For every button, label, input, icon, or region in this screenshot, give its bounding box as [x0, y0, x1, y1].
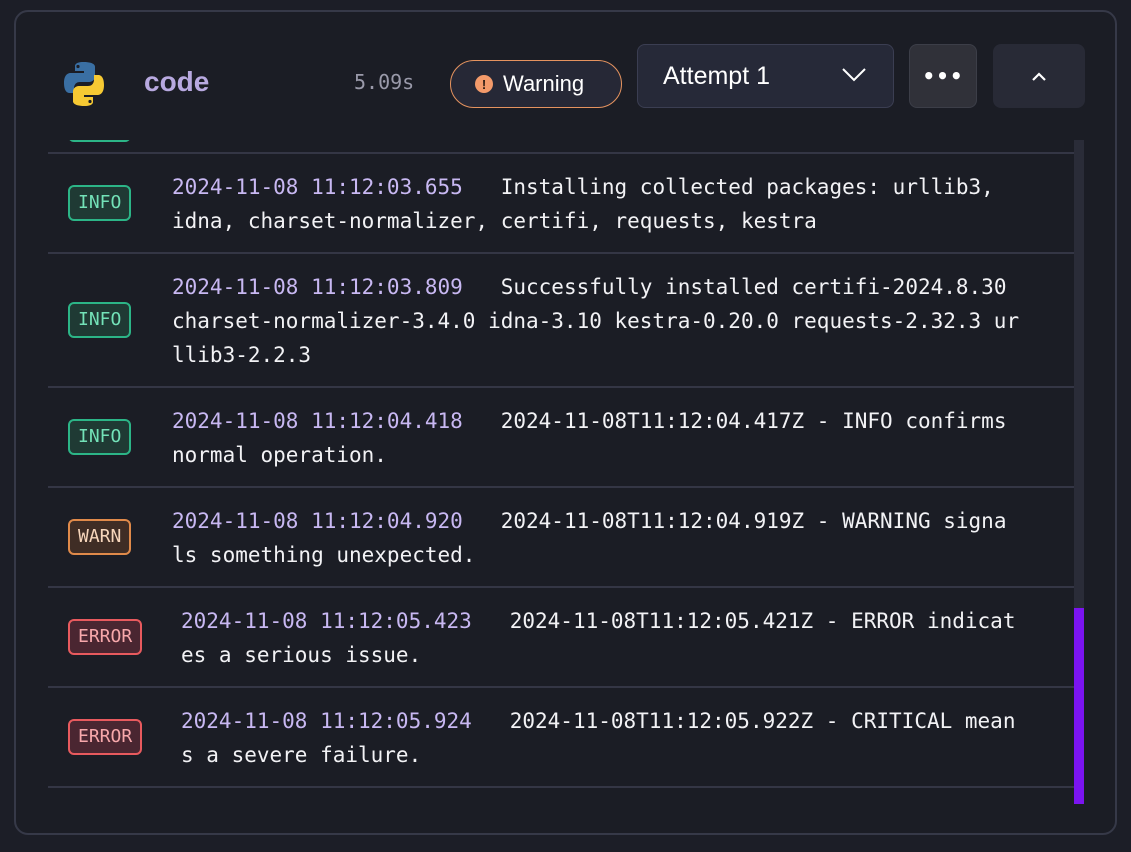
- task-run-panel: code 5.09s ! Warning Attempt 1 ••• INFO l…: [14, 10, 1117, 835]
- log-timestamp: 2024-11-08 11:12:05.423: [181, 609, 472, 633]
- panel-header: code 5.09s ! Warning Attempt 1 •••: [16, 12, 1115, 142]
- log-text: 2024-11-08 11:12:03.655 Installing colle…: [172, 154, 1019, 252]
- more-icon: •••: [922, 64, 964, 88]
- log-row: INFO l (126 kB): [48, 140, 1074, 154]
- log-message: 2024-11-08T11:12:04.417Z - INFO confirms…: [172, 409, 1020, 467]
- log-timestamp: 2024-11-08 11:12:04.418: [172, 409, 463, 433]
- log-level-badge: INFO: [68, 185, 132, 221]
- log-timestamp: 2024-11-08 11:12:05.924: [181, 709, 472, 733]
- log-message: 2024-11-08T11:12:05.922Z - CRITICAL mean…: [181, 709, 1016, 767]
- log-level-badge: ERROR: [68, 619, 143, 655]
- duration: 5.09s: [354, 70, 415, 94]
- log-scroll-content: INFO l (126 kB) INFO 2024-11-08 11:12:03.65…: [48, 140, 1074, 788]
- log-timestamp: 2024-11-08 11:12:04.920: [172, 509, 463, 533]
- log-row: INFO 2024-11-08 11:12:03.655 Installing c…: [48, 154, 1074, 254]
- status-badge: ! Warning: [450, 60, 622, 108]
- log-message: Installing collected packages: urllib3, …: [172, 175, 1007, 233]
- log-message: Successfully installed certifi-2024.8.30…: [172, 275, 1020, 367]
- task-title: code: [144, 66, 210, 97]
- log-level-badge: INFO: [68, 140, 132, 142]
- log-level-badge: ERROR: [68, 719, 143, 755]
- scrollbar[interactable]: [1074, 140, 1084, 804]
- collapse-button[interactable]: [993, 44, 1085, 108]
- status-label: Warning: [503, 71, 585, 96]
- log-level-badge: INFO: [68, 419, 132, 455]
- log-text: l (126 kB): [172, 140, 1019, 152]
- scrollbar-thumb[interactable]: [1074, 608, 1084, 804]
- log-row: ERROR 2024-11-08 11:12:05.924 2024-11-08T…: [48, 688, 1074, 788]
- log-row: WARN 2024-11-08 11:12:04.920 2024-11-08T1…: [48, 488, 1074, 588]
- attempt-select[interactable]: Attempt 1: [637, 44, 894, 108]
- log-timestamp: 2024-11-08 11:12:03.809: [172, 275, 463, 299]
- python-icon: [64, 62, 104, 106]
- log-text: 2024-11-08 11:12:05.423 2024-11-08T11:12…: [181, 588, 1028, 686]
- chevron-down-icon: [842, 68, 866, 82]
- log-level-badge: INFO: [68, 302, 132, 338]
- log-row: ERROR 2024-11-08 11:12:05.423 2024-11-08T…: [48, 588, 1074, 688]
- chevron-up-icon: [1032, 72, 1046, 81]
- more-options-button[interactable]: •••: [909, 44, 977, 108]
- log-text: 2024-11-08 11:12:04.920 2024-11-08T11:12…: [172, 488, 1019, 586]
- log-row: INFO 2024-11-08 11:12:03.809 Successfully…: [48, 254, 1074, 388]
- log-level-badge: WARN: [68, 519, 132, 555]
- log-text: 2024-11-08 11:12:05.924 2024-11-08T11:12…: [181, 688, 1028, 786]
- log-list: INFO l (126 kB) INFO 2024-11-08 11:12:03.65…: [48, 140, 1074, 810]
- log-text: 2024-11-08 11:12:04.418 2024-11-08T11:12…: [172, 388, 1019, 486]
- log-message: 2024-11-08T11:12:04.919Z - WARNING signa…: [172, 509, 1007, 567]
- log-row: INFO 2024-11-08 11:12:04.418 2024-11-08T1…: [48, 388, 1074, 488]
- attempt-label: Attempt 1: [663, 61, 770, 90]
- warning-icon: !: [475, 75, 493, 93]
- log-message: 2024-11-08T11:12:05.421Z - ERROR indicat…: [181, 609, 1016, 667]
- log-text: 2024-11-08 11:12:03.809 Successfully ins…: [172, 254, 1019, 386]
- log-timestamp: 2024-11-08 11:12:03.655: [172, 175, 463, 199]
